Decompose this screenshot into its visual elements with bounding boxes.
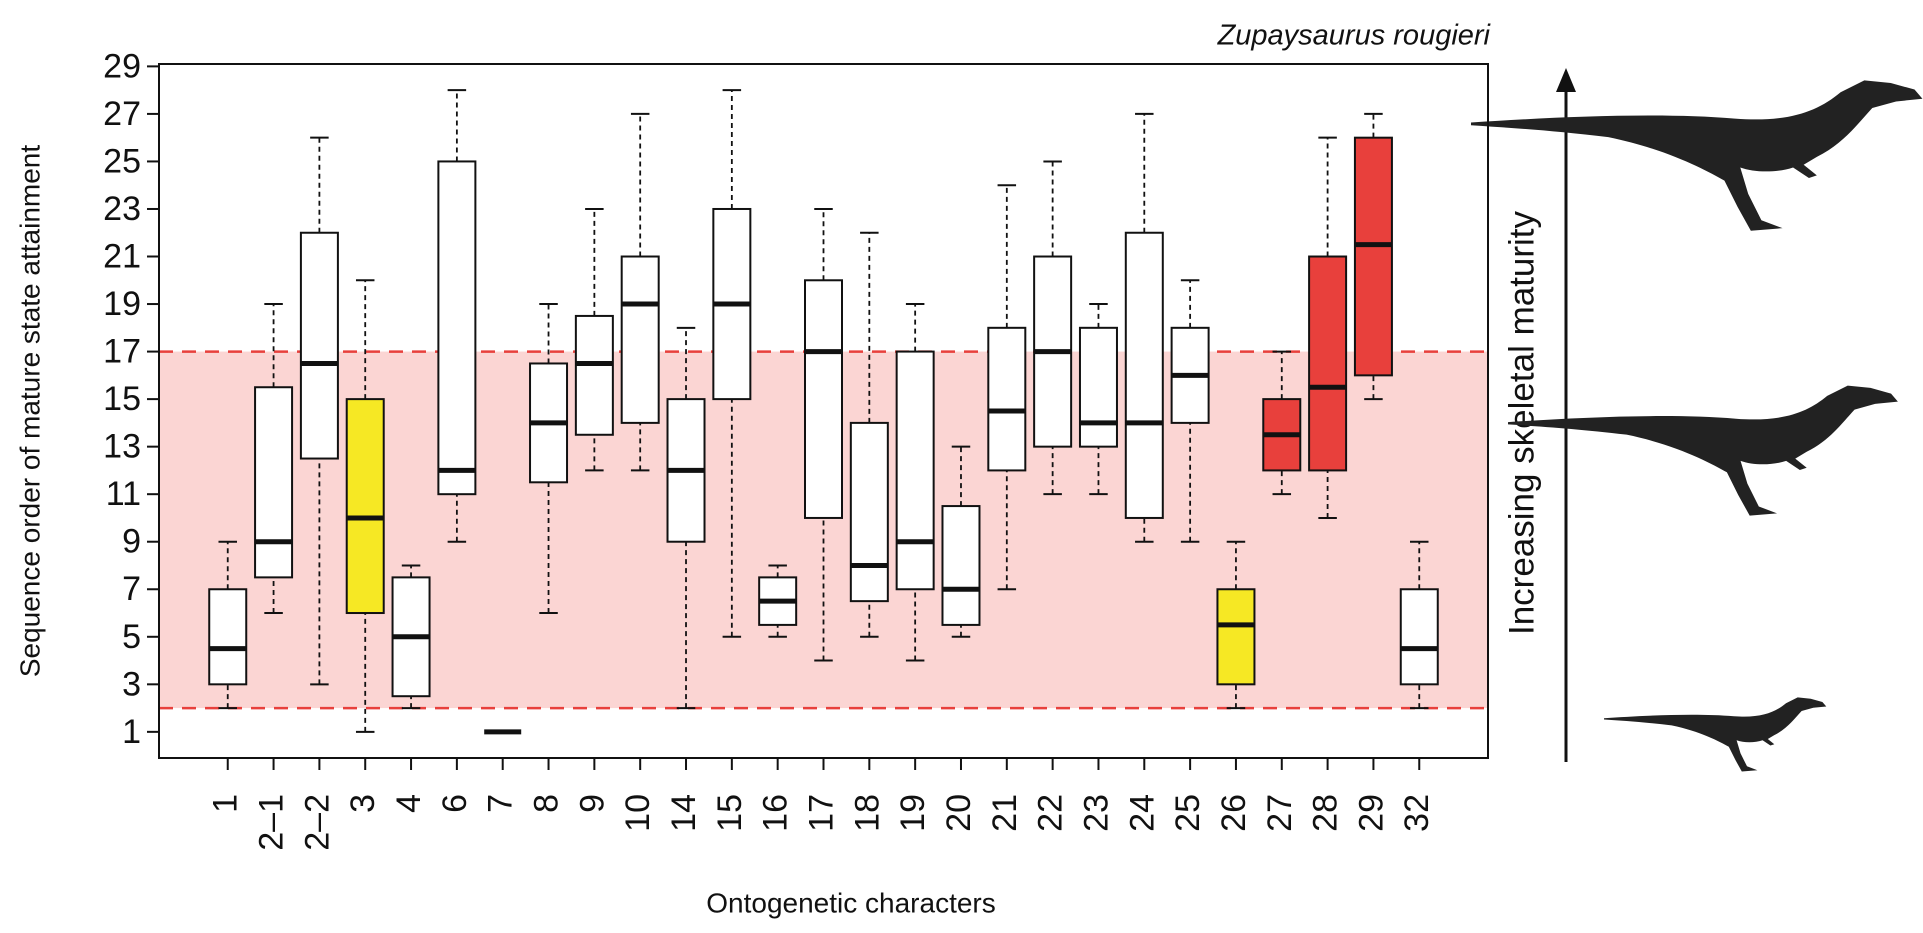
x-tick-label: 7 xyxy=(482,794,520,813)
x-tick-label: 18 xyxy=(848,794,886,832)
box xyxy=(1217,589,1254,684)
box xyxy=(805,280,842,518)
x-tick-label: 8 xyxy=(528,794,566,813)
x-tick-label: 14 xyxy=(665,794,703,832)
x-tick-label: 32 xyxy=(1398,794,1436,832)
box xyxy=(851,423,888,601)
x-tick-label: 25 xyxy=(1169,794,1207,832)
y-tick-label: 5 xyxy=(122,618,141,656)
box xyxy=(942,506,979,625)
x-tick-label: 2–1 xyxy=(253,794,291,851)
y-tick-label: 9 xyxy=(122,523,141,561)
y-tick-label: 29 xyxy=(103,47,141,85)
y-tick-label: 13 xyxy=(103,428,141,466)
y-tick-label: 1 xyxy=(122,713,141,751)
box xyxy=(347,399,384,613)
box xyxy=(622,257,659,423)
x-tick-label: 3 xyxy=(344,794,382,813)
x-tick-label: 20 xyxy=(940,794,978,832)
chart: Zupaysaurus rougieri Ontogenetic charact… xyxy=(0,0,1923,928)
y-tick-label: 3 xyxy=(122,665,141,703)
y-tick-label: 25 xyxy=(103,142,141,180)
silhouette-adult xyxy=(1471,80,1922,230)
x-tick-label: 6 xyxy=(436,794,474,813)
x-tick-label: 27 xyxy=(1261,794,1299,832)
y-tick-label: 23 xyxy=(103,190,141,228)
arrow-head xyxy=(1556,68,1576,92)
box xyxy=(1401,589,1438,684)
y-tick-label: 21 xyxy=(103,237,141,275)
box xyxy=(301,233,338,459)
x-tick-label: 19 xyxy=(894,794,932,832)
box xyxy=(988,328,1025,471)
y-tick-label: 11 xyxy=(106,475,141,513)
y-tick-label: 27 xyxy=(103,95,141,133)
y-axis-label: Sequence order of mature state attainmen… xyxy=(14,145,45,678)
x-axis-label: Ontogenetic characters xyxy=(706,887,996,918)
x-tick-label: 1 xyxy=(207,794,245,813)
box xyxy=(1309,257,1346,471)
x-tick-label: 22 xyxy=(1032,794,1070,832)
x-tick-label: 23 xyxy=(1077,794,1115,832)
box xyxy=(1080,328,1117,447)
x-tick-label: 4 xyxy=(390,794,428,813)
box xyxy=(255,387,292,577)
box xyxy=(209,589,246,684)
box xyxy=(438,161,475,494)
chart-title: Zupaysaurus rougieri xyxy=(1217,20,1492,52)
box xyxy=(576,316,613,435)
x-tick-label: 17 xyxy=(802,794,840,832)
x-tick-label: 10 xyxy=(619,794,657,832)
x-tick-label: 2–2 xyxy=(298,794,336,851)
y-tick-label: 7 xyxy=(122,570,141,608)
box xyxy=(897,352,934,590)
silhouette-juvenile xyxy=(1604,697,1826,771)
page: {"chart_data": {"type": "box", "title": … xyxy=(0,0,1923,928)
y-tick-label: 15 xyxy=(103,380,141,418)
y-tick-label: 17 xyxy=(103,333,141,371)
box xyxy=(1126,233,1163,518)
x-tick-label: 24 xyxy=(1123,794,1161,832)
x-tick-label: 9 xyxy=(573,794,611,813)
y-tick-label: 19 xyxy=(103,285,141,323)
x-tick-label: 21 xyxy=(986,794,1024,832)
x-tick-label: 29 xyxy=(1352,794,1390,832)
x-tick-label: 16 xyxy=(757,794,795,832)
x-tick-label: 15 xyxy=(711,794,749,832)
x-tick-label: 26 xyxy=(1215,794,1253,832)
x-tick-label: 28 xyxy=(1307,794,1345,832)
box xyxy=(1355,138,1392,376)
